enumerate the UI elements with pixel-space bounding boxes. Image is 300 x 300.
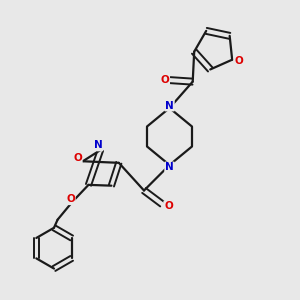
Text: N: N — [165, 100, 174, 111]
Text: O: O — [73, 153, 82, 163]
Text: O: O — [160, 74, 169, 85]
Text: O: O — [164, 201, 173, 212]
Text: O: O — [66, 194, 75, 204]
Text: N: N — [165, 162, 174, 172]
Text: N: N — [94, 140, 103, 151]
Text: O: O — [234, 56, 243, 66]
